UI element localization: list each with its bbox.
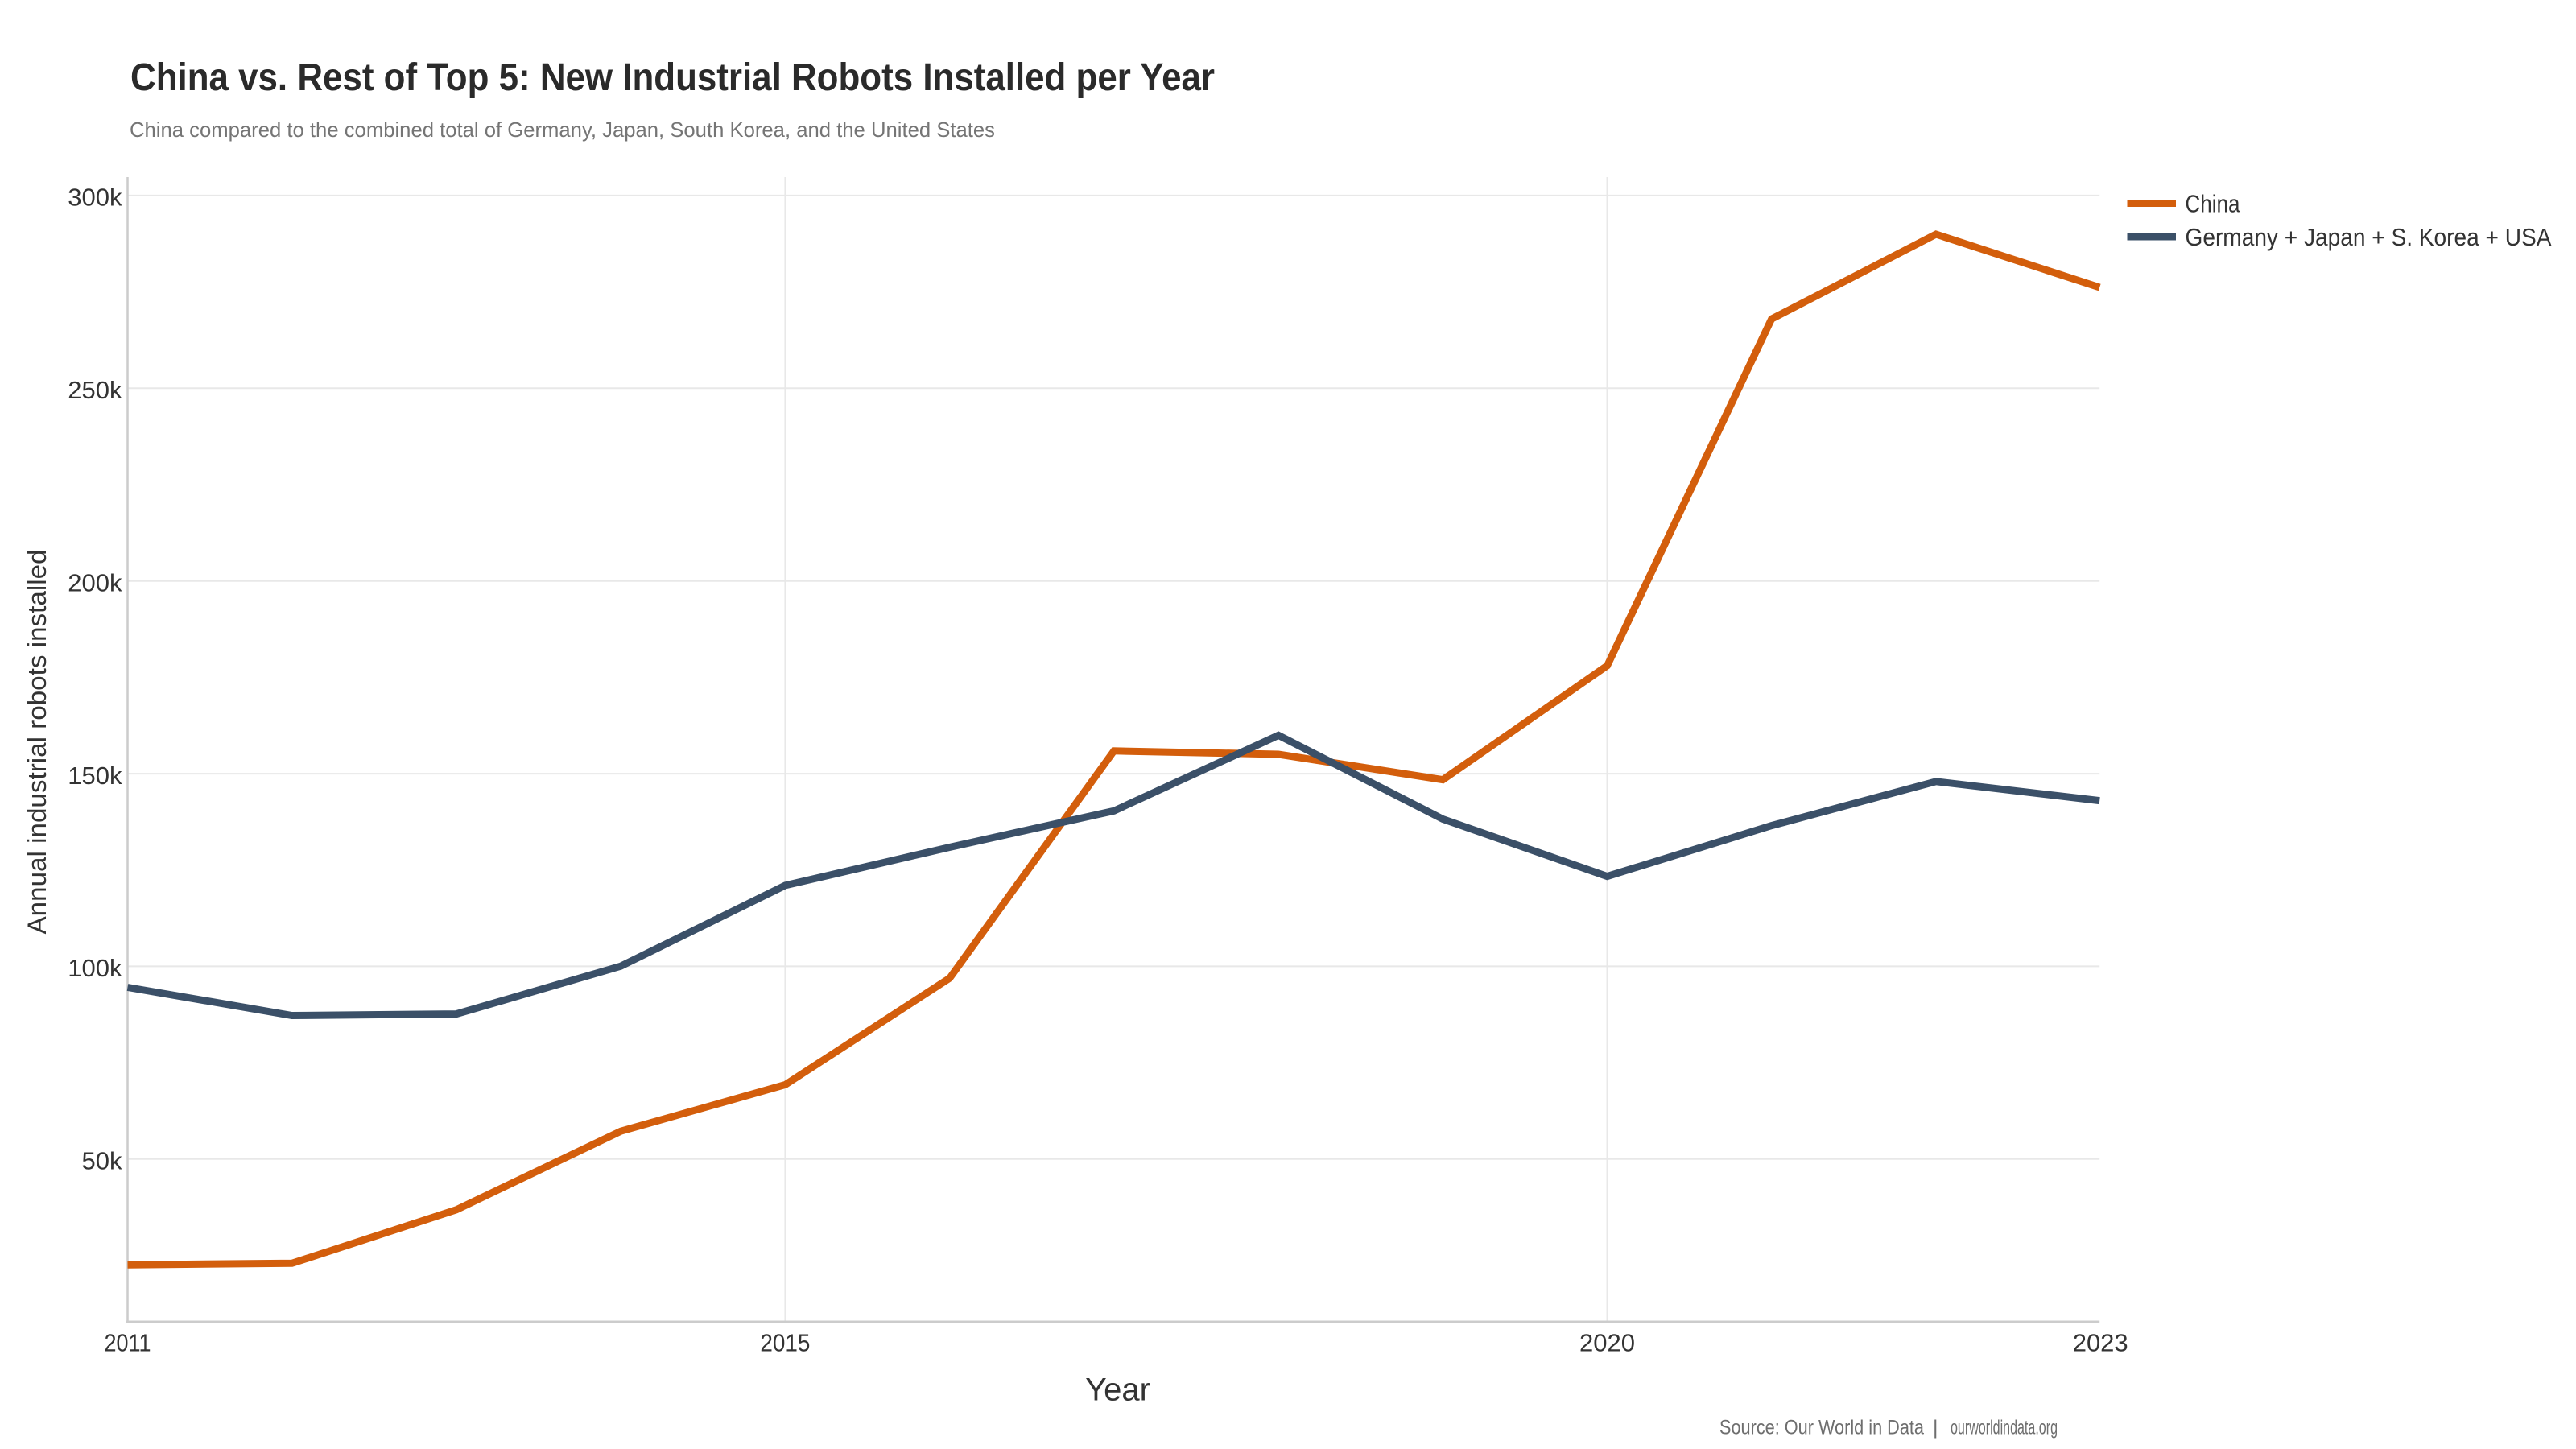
svg-text:ourworldindata.org: ourworldindata.org xyxy=(1951,1417,2058,1439)
svg-text:|: | xyxy=(1933,1417,1938,1439)
svg-text:Germany + Japan + S. Korea + U: Germany + Japan + S. Korea + USA xyxy=(2186,223,2552,251)
svg-text:China vs. Rest of Top 5: New I: China vs. Rest of Top 5: New Industrial … xyxy=(130,56,1215,99)
svg-text:250k: 250k xyxy=(68,376,122,404)
svg-text:Annual industrial robots insta: Annual industrial robots installed xyxy=(23,550,52,935)
svg-text:100k: 100k xyxy=(68,954,122,982)
svg-text:150k: 150k xyxy=(68,762,122,790)
svg-text:2015: 2015 xyxy=(760,1329,810,1357)
svg-text:2011: 2011 xyxy=(105,1329,151,1357)
svg-text:50k: 50k xyxy=(82,1147,122,1175)
svg-text:Source: Our World in Data: Source: Our World in Data xyxy=(1719,1417,1924,1439)
svg-text:200k: 200k xyxy=(68,568,122,597)
svg-text:Year: Year xyxy=(1085,1373,1150,1408)
svg-text:2023: 2023 xyxy=(2073,1329,2128,1357)
svg-text:2020: 2020 xyxy=(1579,1329,1635,1357)
svg-text:300k: 300k xyxy=(68,184,122,212)
svg-text:China compared to the combined: China compared to the combined total of … xyxy=(130,118,995,142)
svg-text:China: China xyxy=(2186,190,2241,218)
